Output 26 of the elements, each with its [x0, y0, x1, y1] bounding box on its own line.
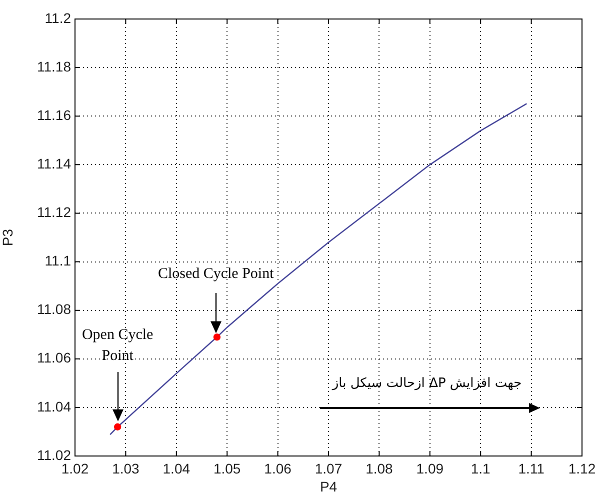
y-tick-label: 11.14 — [37, 156, 72, 172]
y-tick-label: 11.04 — [37, 398, 72, 414]
y-tick-label: 11.2 — [44, 10, 72, 26]
x-tick-label: 1.03 — [112, 460, 140, 476]
x-tick-label: 1.06 — [264, 460, 292, 476]
x-axis-title: P4 — [320, 478, 338, 494]
y-tick-label: 11.16 — [37, 106, 72, 123]
x-tick-label: 1.09 — [416, 460, 444, 476]
x-tick-label: 1.05 — [213, 460, 241, 476]
y-tick-label: 11.06 — [37, 350, 72, 366]
annotation: جهت افزایش ΔP ازحالت سیکل باز — [332, 376, 522, 392]
y-tick-label: 11.08 — [37, 301, 72, 318]
y-tick-label: 11.02 — [37, 446, 72, 463]
x-tick-label: 1.07 — [314, 460, 342, 476]
x-tick-label: 1.1 — [470, 460, 491, 476]
annotation: Closed Cycle Point — [158, 264, 274, 284]
annotation: Open Cycle Point — [80, 326, 154, 366]
y-tick-label: 11.1 — [44, 252, 72, 269]
x-tick-label: 1.02 — [61, 460, 89, 476]
x-tick-label: 1.08 — [366, 460, 394, 476]
x-tick-label: 1.11 — [518, 460, 545, 476]
y-axis-title: P3 — [0, 228, 16, 246]
x-tick-label: 1.04 — [162, 460, 190, 476]
y-tick-label: 11.12 — [37, 204, 72, 220]
x-tick-label: 1.12 — [568, 460, 596, 476]
y-tick-label: 11.18 — [37, 58, 72, 74]
